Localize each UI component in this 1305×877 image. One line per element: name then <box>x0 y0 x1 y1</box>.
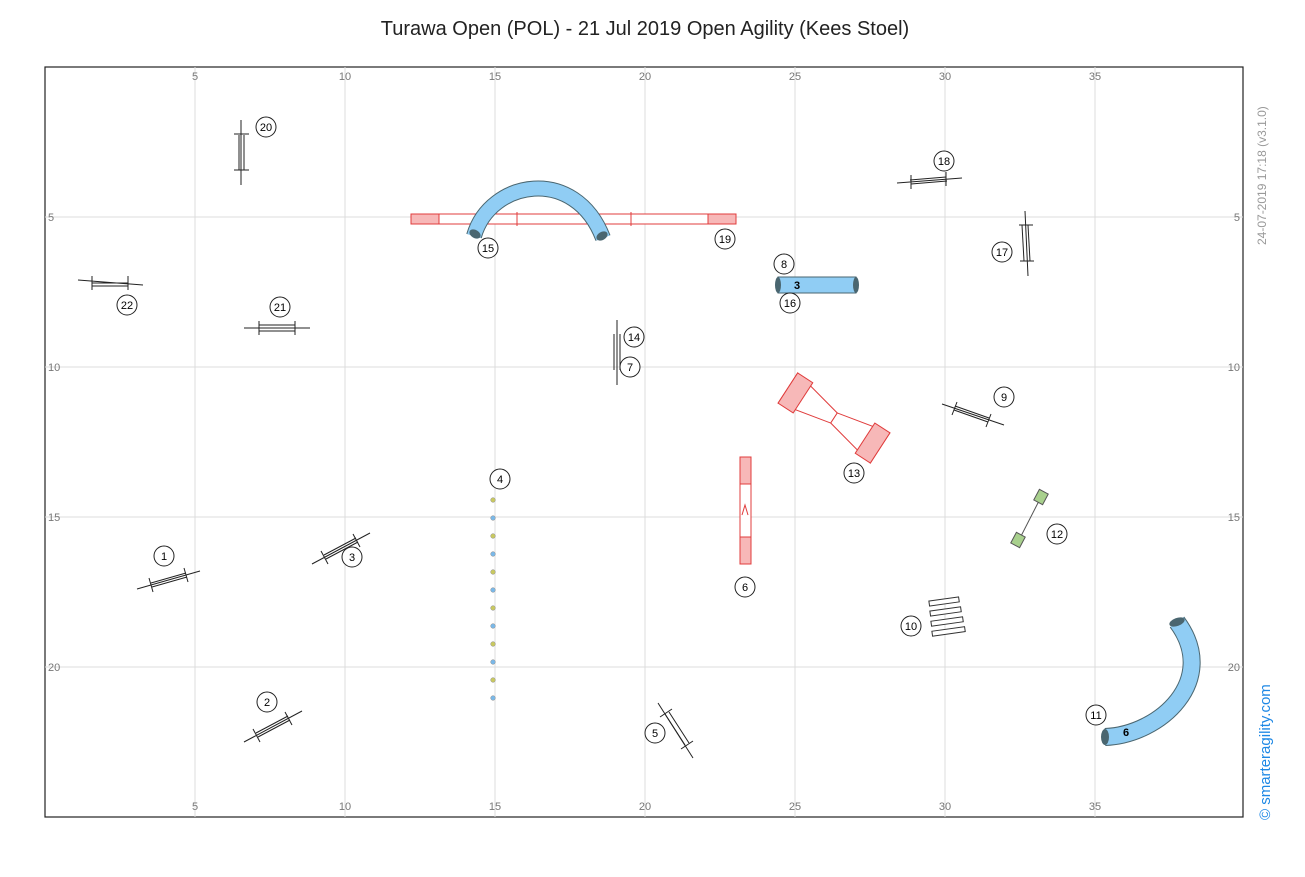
x-tick: 20 <box>639 801 651 813</box>
svg-text:22: 22 <box>121 300 133 312</box>
jump-20 <box>234 120 249 185</box>
x-tick: 15 <box>489 801 501 813</box>
svg-text:6: 6 <box>742 582 748 594</box>
svg-text:4: 4 <box>497 474 503 486</box>
jump-9 <box>941 401 1005 428</box>
x-tick: 10 <box>339 71 351 83</box>
svg-text:13: 13 <box>848 468 860 480</box>
svg-text:8: 8 <box>781 259 787 271</box>
marker-18: 18 <box>933 150 955 172</box>
svg-text:11: 11 <box>1090 710 1101 722</box>
jump-22 <box>77 276 144 290</box>
marker-12: 12 <box>1046 523 1068 545</box>
marker-22: 22 <box>116 294 138 316</box>
jump-1 <box>136 567 201 593</box>
y-axis-right: 5 10 15 20 <box>1228 212 1240 674</box>
y-tick: 10 <box>1228 362 1240 374</box>
jump-5 <box>657 702 694 759</box>
y-tick: 15 <box>48 512 60 524</box>
y-tick: 5 <box>1234 212 1240 224</box>
weave-poles <box>490 497 496 701</box>
x-tick: 30 <box>939 71 951 83</box>
marker-17: 17 <box>991 241 1013 263</box>
marker-9: 9 <box>993 386 1015 408</box>
marker-11: 11 <box>1085 704 1107 726</box>
marker-13: 13 <box>843 462 865 484</box>
curved-tunnel-top <box>466 180 611 242</box>
jump-18 <box>896 172 963 189</box>
marker-4: 4 <box>489 468 511 490</box>
x-tick: 30 <box>939 801 951 813</box>
svg-text:10: 10 <box>905 621 917 633</box>
marker-20: 20 <box>255 116 277 138</box>
seesaw <box>739 456 752 565</box>
x-tick: 20 <box>639 71 651 83</box>
a-frame <box>777 372 891 464</box>
x-tick: 5 <box>192 71 198 83</box>
svg-text:14: 14 <box>628 332 640 344</box>
svg-text:15: 15 <box>482 243 494 255</box>
svg-text:16: 16 <box>784 298 796 310</box>
svg-text:2: 2 <box>264 697 270 709</box>
marker-6: 6 <box>734 576 756 598</box>
jump-2 <box>243 710 303 743</box>
curved-tunnel-bottom: 6 <box>1101 616 1201 746</box>
grid <box>45 67 1243 817</box>
svg-text:1: 1 <box>161 551 167 563</box>
long-jump <box>928 596 966 637</box>
svg-text:3: 3 <box>349 552 355 564</box>
tunnel-length-label: 3 <box>794 280 800 292</box>
number-markers: 1 2 3 4 5 6 7 8 9 10 11 12 13 14 15 16 1… <box>116 116 1107 744</box>
straight-tunnel: 3 <box>775 276 859 294</box>
x-tick: 25 <box>789 71 801 83</box>
x-tick: 10 <box>339 801 351 813</box>
svg-text:20: 20 <box>260 122 272 134</box>
marker-16: 16 <box>779 292 801 314</box>
course-title: Turawa Open (POL) - 21 Jul 2019 Open Agi… <box>380 18 910 40</box>
y-tick: 15 <box>1228 512 1240 524</box>
brand-link[interactable]: © smarteragility.com <box>1257 684 1274 820</box>
tunnel-length-label: 6 <box>1123 727 1129 739</box>
svg-text:5: 5 <box>652 728 658 740</box>
svg-text:9: 9 <box>1001 392 1007 404</box>
svg-text:17: 17 <box>996 247 1008 259</box>
timestamp-label: 24-07-2019 17:18 (v3.1.0) <box>1255 106 1269 245</box>
marker-14: 14 <box>623 326 645 348</box>
x-axis-top: 5 10 15 20 25 30 35 <box>192 71 1101 83</box>
x-tick: 5 <box>192 801 198 813</box>
marker-21: 21 <box>269 296 291 318</box>
y-tick: 20 <box>1228 662 1240 674</box>
jump-21 <box>244 321 310 335</box>
marker-1: 1 <box>153 545 175 567</box>
svg-text:19: 19 <box>719 234 731 246</box>
jump-3 <box>311 532 371 565</box>
marker-2: 2 <box>256 691 278 713</box>
svg-text:21: 21 <box>274 302 286 314</box>
svg-text:7: 7 <box>627 362 633 374</box>
marker-8: 8 <box>773 253 795 275</box>
marker-3: 3 <box>341 546 363 568</box>
marker-7: 7 <box>619 356 641 378</box>
svg-text:18: 18 <box>938 156 950 168</box>
marker-19: 19 <box>714 228 736 250</box>
y-tick: 20 <box>48 662 60 674</box>
marker-5: 5 <box>644 722 666 744</box>
marker-10: 10 <box>900 615 922 637</box>
x-tick: 35 <box>1089 71 1101 83</box>
dog-walk <box>410 212 737 226</box>
x-tick: 15 <box>489 71 501 83</box>
x-tick: 25 <box>789 801 801 813</box>
y-axis-left: 5 10 15 20 <box>48 212 60 674</box>
y-tick: 10 <box>48 362 60 374</box>
jump-17 <box>1019 210 1034 277</box>
field-border <box>44 66 1244 818</box>
tire <box>1010 488 1049 549</box>
x-axis-bottom: 5 10 15 20 25 30 35 <box>192 801 1101 813</box>
marker-15: 15 <box>477 237 499 259</box>
y-tick: 5 <box>48 212 54 224</box>
svg-text:12: 12 <box>1051 529 1063 541</box>
x-tick: 35 <box>1089 801 1101 813</box>
